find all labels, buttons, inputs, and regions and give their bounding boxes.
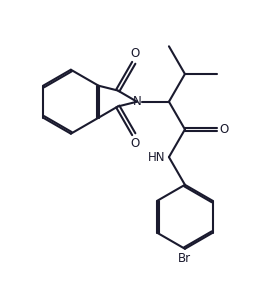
Text: N: N — [133, 95, 141, 108]
Text: O: O — [219, 123, 229, 136]
Text: Br: Br — [178, 252, 192, 265]
Text: HN: HN — [148, 152, 166, 165]
Text: O: O — [130, 47, 139, 60]
Text: O: O — [130, 137, 139, 150]
